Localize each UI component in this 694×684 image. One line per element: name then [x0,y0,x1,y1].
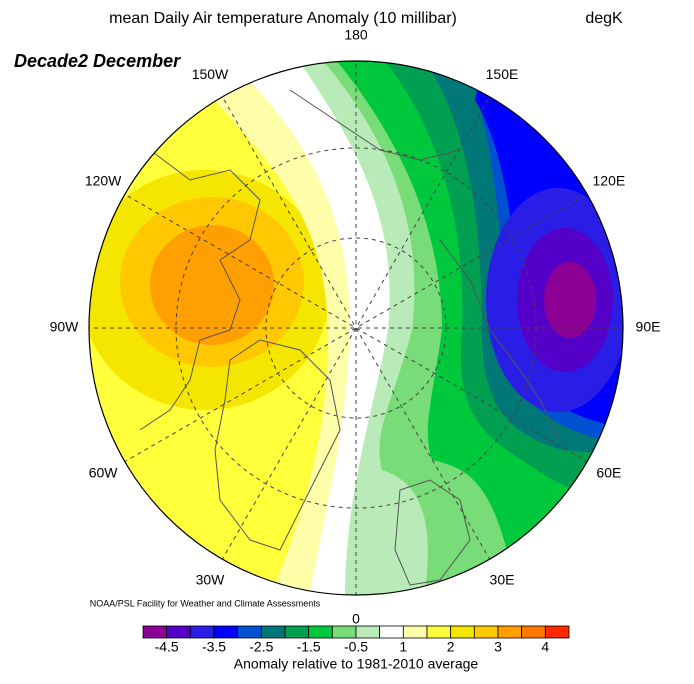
colorbar-box [142,625,168,639]
coast-alaska-siberia [289,89,461,161]
field-orange [150,225,274,345]
units: degK [585,10,623,27]
colorbar-box [355,625,381,639]
colorbar-label: 2 [447,639,455,655]
colorbar-label: -4.5 [155,639,179,655]
colorbar-caption: Anomaly relative to 1981-2010 average [234,656,479,672]
colorbar-box [213,625,239,639]
colorbar-box [284,625,310,639]
longitude-label: 90W [50,319,80,335]
colorbar-label: -0.5 [344,639,368,655]
longitude-label: 0 [352,611,360,627]
colorbar-label: -3.5 [202,639,226,655]
longitude-label: 180 [344,27,368,43]
colorbar-box [426,625,452,639]
longitude-labels: 180 150E 120E 90E 60E 30E 0 30W 60W 90W 120W 150W [50,27,661,627]
colorbar-box [497,625,523,639]
colorbar-label: 3 [494,639,502,655]
colorbar-label: 1 [399,639,407,655]
longitude-label: 60E [596,465,621,481]
colorbar-box [166,625,191,639]
colorbar-label: -1.5 [297,639,321,655]
colorbar-box [521,625,546,639]
colorbar: -4.5 -3.5 -2.5 -1.5 -0.5 1 2 3 4 [142,625,570,655]
credit: NOAA/PSL Facility for Weather and Climat… [90,598,321,608]
coastlines [139,89,561,586]
longitude-label: 120W [85,173,122,189]
colorbar-box [402,625,428,639]
longitude-label: 150W [192,66,229,82]
title: mean Daily Air temperature Anomaly (10 m… [109,10,457,27]
subtitle: Decade2 December [14,51,181,71]
field-purple [544,262,596,338]
map-field [89,61,623,595]
longitude-label: 120E [593,173,626,189]
longitude-label: 90E [636,319,661,335]
coast-greenland [214,339,341,551]
map-border [88,60,624,596]
colorbar-box [473,625,499,639]
graticule [89,61,623,595]
colorbar-box [544,625,570,639]
longitude-label: 30W [196,572,226,588]
longitude-label: 30E [490,572,515,588]
colorbar-box [308,625,333,639]
colorbar-label: -2.5 [249,639,273,655]
coast-canada [139,149,261,431]
colorbar-box [331,625,357,639]
longitude-label: 60W [89,465,119,481]
colorbar-box [237,625,262,639]
coast-scandinavia [394,479,471,586]
colorbar-box [379,625,404,639]
colorbar-label: 4 [541,639,549,655]
colorbar-box [189,625,215,639]
coast-siberia [439,239,561,441]
longitude-label: 150E [486,66,519,82]
colorbar-box [450,625,475,639]
colorbar-box [260,625,286,639]
